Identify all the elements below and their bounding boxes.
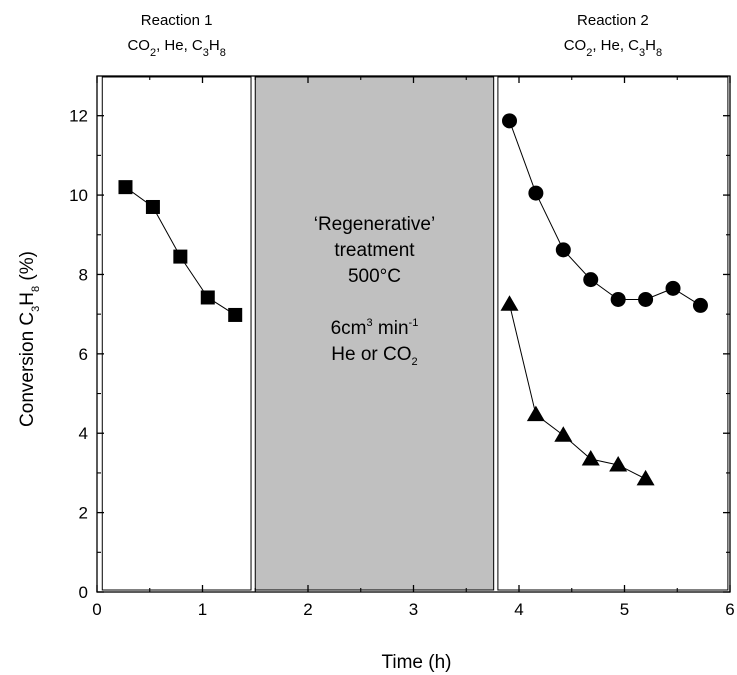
region-text-line: 6cm3 min-1 bbox=[331, 317, 419, 339]
data-point-triangle bbox=[609, 455, 628, 472]
x-tick-label: 1 bbox=[198, 600, 207, 619]
y-tick-label: 12 bbox=[69, 107, 88, 126]
region-superscript: 3 bbox=[367, 317, 373, 329]
y-axis-title: Conversion C3H8 (%) bbox=[17, 251, 42, 427]
y-title-subscript: 3 bbox=[30, 306, 42, 312]
region-text: min bbox=[373, 318, 409, 339]
region-text-line: treatment bbox=[334, 240, 415, 261]
chem-subscript: 8 bbox=[220, 47, 226, 59]
y-tick-label: 6 bbox=[79, 345, 88, 364]
y-title-part: H bbox=[17, 292, 38, 306]
chem-part: CO bbox=[127, 37, 150, 54]
chem-subscript: 3 bbox=[203, 47, 209, 59]
data-point-square bbox=[118, 180, 133, 195]
data-point-circle bbox=[610, 291, 626, 307]
data-point-circle bbox=[528, 185, 544, 201]
x-tick-label: 6 bbox=[725, 600, 734, 619]
data-point-circle bbox=[555, 242, 571, 258]
chem-subscript: 2 bbox=[586, 47, 592, 59]
region-subscript: 2 bbox=[412, 356, 418, 368]
y-tick-label: 10 bbox=[69, 186, 88, 205]
data-point-triangle bbox=[526, 405, 545, 422]
chem-part: CO bbox=[564, 37, 587, 54]
region-text-line: He or CO2 bbox=[331, 344, 417, 368]
chem-part: H bbox=[645, 37, 656, 54]
x-tick-label: 5 bbox=[620, 600, 629, 619]
chem-part: H bbox=[209, 37, 220, 54]
region-header-title: Reaction 2 bbox=[577, 12, 649, 29]
region-box-3 bbox=[497, 76, 729, 591]
region-text-line: ‘Regenerative’ bbox=[314, 214, 435, 235]
data-point-triangle bbox=[636, 469, 655, 486]
data-point-triangle bbox=[500, 295, 519, 311]
y-title-subscript: 8 bbox=[30, 286, 42, 292]
y-title-part: Conversion C bbox=[17, 312, 38, 427]
chem-part: , He, C bbox=[592, 37, 639, 54]
region-text: treatment bbox=[334, 240, 415, 261]
region-box-1 bbox=[101, 76, 252, 591]
data-point-circle bbox=[502, 113, 518, 129]
region-text: 6cm bbox=[331, 318, 367, 339]
chem-subscript: 3 bbox=[639, 47, 645, 59]
data-point-circle bbox=[638, 291, 654, 307]
x-tick-label: 0 bbox=[92, 600, 101, 619]
region-header-chem: CO2, He, C3H8 bbox=[564, 37, 662, 59]
chem-subscript: 2 bbox=[150, 47, 156, 59]
data-point-triangle bbox=[581, 450, 600, 466]
data-point-square bbox=[145, 199, 160, 214]
y-tick-label: 0 bbox=[79, 583, 88, 602]
region-superscript: -1 bbox=[409, 317, 419, 329]
data-point-square bbox=[228, 307, 243, 322]
region-header-chem: CO2, He, C3H8 bbox=[127, 37, 225, 59]
region-text: ‘Regenerative’ bbox=[314, 214, 435, 235]
y-title-part: (%) bbox=[17, 251, 38, 286]
x-tick-label: 2 bbox=[303, 600, 312, 619]
x-tick-label: 4 bbox=[514, 600, 523, 619]
data-point-square bbox=[200, 290, 215, 305]
region-text-line: 500°C bbox=[348, 266, 401, 287]
x-tick-label: 3 bbox=[409, 600, 418, 619]
x-axis-title: Time (h) bbox=[381, 652, 451, 673]
chem-subscript: 8 bbox=[656, 47, 662, 59]
data-point-square bbox=[173, 249, 188, 264]
y-tick-label: 4 bbox=[79, 424, 88, 443]
data-point-circle bbox=[665, 280, 681, 296]
region-text: 500°C bbox=[348, 266, 401, 287]
data-point-triangle bbox=[554, 426, 573, 442]
data-point-circle bbox=[583, 272, 599, 288]
region-box-2 bbox=[254, 76, 495, 591]
y-tick-label: 8 bbox=[79, 265, 88, 284]
region-header-title: Reaction 1 bbox=[141, 12, 213, 29]
data-point-circle bbox=[692, 297, 708, 313]
y-tick-label: 2 bbox=[79, 504, 88, 523]
region-text: He or CO bbox=[331, 344, 411, 365]
chem-part: , He, C bbox=[156, 37, 203, 54]
